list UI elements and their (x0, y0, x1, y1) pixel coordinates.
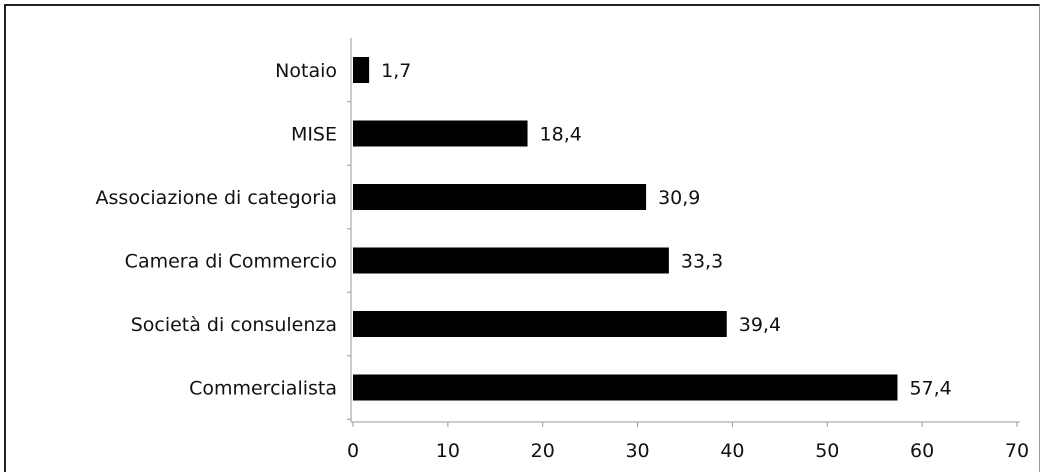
category-label: Commercialista (189, 378, 337, 400)
value-label: 1,7 (381, 60, 411, 82)
value-label: 18,4 (540, 124, 582, 146)
bar (353, 247, 669, 274)
x-tick-label: 40 (720, 440, 744, 462)
x-tick-label: 0 (347, 440, 359, 462)
x-tick-label: 10 (436, 440, 460, 462)
bars-group (347, 57, 898, 420)
category-label: Notaio (275, 60, 337, 82)
bar (353, 120, 528, 147)
value-label: 30,9 (658, 187, 700, 209)
bar (353, 311, 727, 337)
x-tick-label: 30 (625, 440, 649, 462)
value-label: 33,3 (681, 251, 723, 273)
x-tick-label: 20 (531, 440, 555, 462)
x-tick-label: 50 (815, 440, 839, 462)
chart-frame (4, 4, 1040, 472)
category-labels-group: Notaio MISE Associazione di categoria Camer… (96, 60, 337, 400)
value-label: 57,4 (909, 378, 951, 400)
x-tick-label: 70 (1005, 440, 1029, 462)
category-label: Associazione di categoria (96, 187, 337, 209)
bar (353, 57, 370, 83)
value-labels-group: 1,7 18,4 30,9 33,3 39,4 57,4 (381, 60, 952, 400)
category-label: Società di consulenza (131, 314, 337, 336)
bar (353, 374, 898, 401)
bar (353, 184, 647, 210)
category-label: MISE (291, 124, 337, 146)
x-ticks-group: 0 10 20 30 40 50 60 70 (347, 422, 1029, 462)
category-label: Camera di Commercio (125, 251, 337, 273)
value-label: 39,4 (739, 314, 781, 336)
x-tick-label: 60 (910, 440, 934, 462)
